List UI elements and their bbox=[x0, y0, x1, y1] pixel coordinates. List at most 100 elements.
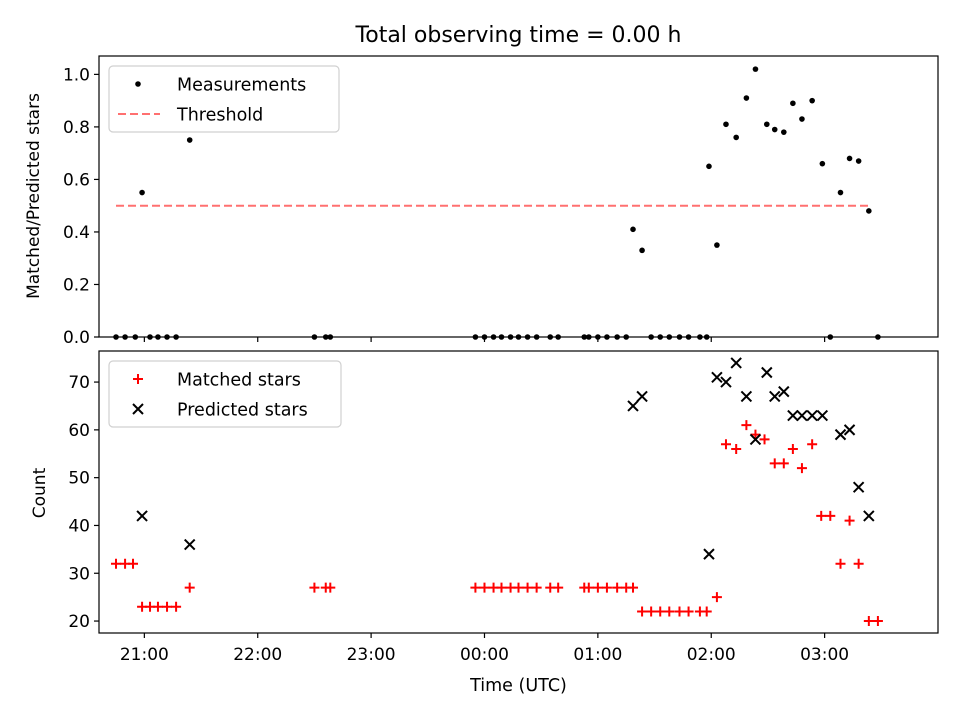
top-legend: Measurements Threshold bbox=[108, 65, 340, 133]
bottom-xtick-label: 01:00 bbox=[573, 645, 622, 665]
predicted-star-point bbox=[843, 424, 856, 436]
predicted-star-point bbox=[834, 428, 847, 441]
matched-star-point bbox=[720, 439, 731, 450]
matched-star-point bbox=[309, 582, 320, 593]
matched-star-point bbox=[496, 582, 507, 593]
measurement-point bbox=[752, 66, 759, 72]
bottom-ylabel: Count bbox=[30, 467, 50, 518]
measurement-point bbox=[743, 95, 750, 101]
matched-star-point bbox=[601, 582, 612, 593]
predicted-star-point bbox=[761, 366, 773, 379]
top-ytick-label: 1.0 bbox=[63, 65, 90, 85]
predicted-star-point bbox=[636, 390, 648, 403]
measurement-point bbox=[639, 247, 645, 254]
bottom-ytick-label: 50 bbox=[68, 469, 90, 489]
bottom-axes-frame bbox=[98, 350, 939, 634]
matched-star-point bbox=[171, 601, 182, 612]
measurement-point bbox=[723, 121, 729, 128]
matched-star-point bbox=[637, 606, 648, 617]
top-legend-box bbox=[108, 65, 340, 133]
matched-star-point bbox=[750, 429, 761, 440]
matched-star-point bbox=[872, 616, 883, 627]
predicted-star-point bbox=[730, 357, 742, 369]
measurement-point bbox=[781, 129, 787, 135]
matched-star-point bbox=[711, 592, 722, 603]
matched-star-point bbox=[863, 616, 874, 627]
predicted-star-point bbox=[787, 409, 799, 422]
bottom-ytick-label: 30 bbox=[68, 564, 90, 584]
predicted-star-point bbox=[183, 538, 196, 551]
predicted-star-point bbox=[778, 385, 790, 398]
matched-star-point bbox=[655, 606, 666, 617]
measurement-point bbox=[186, 137, 193, 143]
bottom-xtick-label: 23:00 bbox=[347, 645, 396, 665]
measurement-point bbox=[733, 134, 739, 141]
predicted-star-point bbox=[806, 409, 818, 422]
measurement-point bbox=[771, 126, 778, 133]
bottom-ytick-label: 60 bbox=[68, 421, 90, 441]
matched-star-point bbox=[683, 606, 694, 617]
matched-star-point bbox=[628, 582, 639, 593]
measurement-point bbox=[809, 97, 815, 104]
top-ytick-label: 0.6 bbox=[63, 170, 90, 190]
matched-star-point bbox=[522, 582, 533, 593]
predicted-star-point bbox=[711, 371, 723, 383]
matched-star-point bbox=[513, 582, 524, 593]
legend-predicted-label: Predicted stars bbox=[177, 401, 308, 421]
matched-star-point bbox=[769, 458, 780, 469]
measurement-point bbox=[790, 100, 796, 107]
bottom-ytick-label: 40 bbox=[68, 516, 90, 536]
predicted-star-point bbox=[852, 481, 865, 493]
predicted-star-point bbox=[740, 390, 753, 403]
predicted-star-point bbox=[796, 409, 808, 422]
measurement-point bbox=[837, 189, 844, 196]
matched-star-point bbox=[646, 606, 657, 617]
matched-star-point bbox=[531, 582, 542, 593]
matched-star-point bbox=[479, 582, 490, 593]
predicted-star-point bbox=[749, 433, 762, 446]
bottom-ytick-label: 70 bbox=[68, 373, 90, 393]
legend-measurements-label: Measurements bbox=[177, 76, 306, 96]
matched-star-point bbox=[128, 558, 139, 569]
predicted-star-point bbox=[863, 510, 875, 522]
bottom-xtick-label: 03:00 bbox=[800, 645, 849, 665]
matched-star-point bbox=[674, 606, 685, 617]
matched-star-point bbox=[807, 439, 818, 450]
matched-star-point bbox=[796, 463, 807, 474]
top-ytick-label: 0.4 bbox=[63, 223, 90, 243]
matched-star-point bbox=[612, 582, 623, 593]
legend-matched-label: Matched stars bbox=[177, 371, 301, 391]
legend-measurements-marker bbox=[135, 81, 141, 87]
matched-star-point bbox=[825, 510, 836, 521]
measurement-point bbox=[846, 155, 853, 162]
matched-star-point bbox=[759, 434, 770, 445]
measurement-point bbox=[855, 158, 862, 164]
legend-matched-marker bbox=[133, 374, 143, 384]
predicted-star-point bbox=[703, 548, 715, 560]
matched-star-point bbox=[470, 582, 481, 593]
legend-threshold-label: Threshold bbox=[176, 106, 263, 126]
predicted-star-point bbox=[627, 400, 639, 412]
top-ylabel: Matched/Predicted stars bbox=[24, 93, 44, 299]
measurement-point bbox=[799, 116, 805, 122]
bottom-legend: Matched stars Predicted stars bbox=[108, 360, 342, 428]
matched-star-point bbox=[844, 515, 855, 526]
matched-star-point bbox=[152, 601, 163, 612]
matched-star-point bbox=[553, 582, 564, 593]
matched-star-point bbox=[111, 558, 122, 569]
top-ytick-label: 0.8 bbox=[63, 118, 90, 138]
matched-star-point bbox=[787, 443, 798, 454]
matched-star-point bbox=[741, 420, 752, 431]
measurement-point bbox=[866, 208, 872, 214]
bottom-plot-area: 20 30 40 50 60 70 21:00 22:00 23:00 00:00 01:00 02:… bbox=[68, 357, 883, 665]
measurement-point bbox=[714, 242, 720, 248]
measurement-point bbox=[630, 226, 636, 233]
matched-star-point bbox=[325, 582, 336, 593]
matched-star-point bbox=[835, 558, 846, 569]
measurement-point bbox=[139, 189, 145, 196]
top-axes-frame bbox=[98, 55, 939, 338]
top-axes: Matched/Predicted stars 0.0 0.2 0.4 0.6 0.8 1… bbox=[24, 55, 939, 348]
top-ytick-label: 0.0 bbox=[63, 328, 90, 348]
predicted-star-point bbox=[720, 376, 732, 388]
